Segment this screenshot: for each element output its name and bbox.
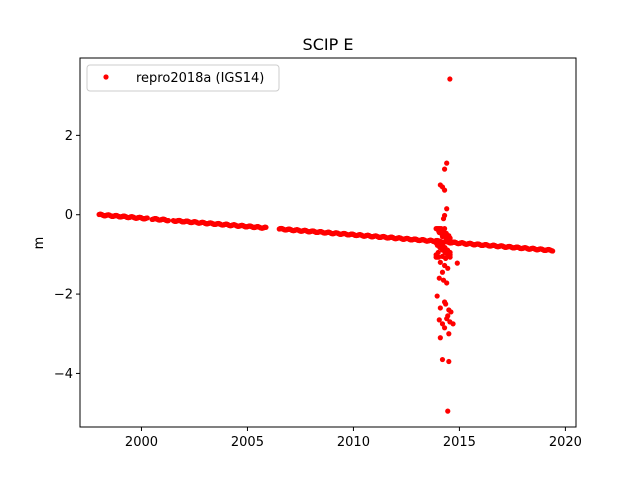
data-point [444,237,450,244]
data-point [436,229,442,236]
x-tick-label: 2005 [231,435,264,450]
data-point [440,216,447,222]
data-point [441,245,448,252]
x-tick-label: 2020 [549,435,582,450]
data-point [439,269,446,275]
legend: repro2018a (IGS14) [86,64,280,92]
data-point [444,280,450,286]
data-point [447,249,453,256]
data-point [436,275,442,281]
y-axis: −4 −2 0 2 [54,129,80,382]
x-tick-label: 2010 [337,435,370,450]
data-point [435,249,441,256]
legend-label: repro2018a (IGS14) [136,71,264,86]
data-point [437,305,443,311]
data-points [96,76,556,414]
data-point [446,233,452,239]
data-point [165,217,172,224]
data-point [443,255,449,261]
data-point [439,356,446,363]
data-point [445,265,451,271]
data-point [550,248,556,254]
data-point [263,224,269,230]
data-point [446,331,452,337]
data-point [144,215,150,221]
data-point [439,233,446,240]
data-point [439,184,446,190]
data-point [450,321,456,327]
x-tick-label: 2015 [443,435,476,450]
data-point [441,166,448,172]
data-point [444,160,450,166]
legend-marker [103,74,109,80]
y-axis-label: m [32,237,47,250]
y-tick-label: 0 [65,208,73,223]
data-point [436,317,442,323]
data-point [441,325,448,331]
data-point [444,206,450,212]
y-tick-label: −4 [54,367,73,382]
x-axis: 2000 2005 2010 2015 2020 [125,427,582,450]
data-point [446,358,452,365]
y-tick-label: 2 [65,129,73,144]
data-point [448,309,454,315]
data-point [443,301,449,307]
data-point [447,76,453,82]
chart-title: SCIP E [303,35,354,54]
data-point [454,260,460,266]
data-point [437,335,443,341]
x-tick-label: 2000 [125,435,158,450]
data-point [437,259,443,265]
data-point [439,321,446,327]
legend-box [86,64,280,92]
data-point [445,408,451,414]
data-point [437,241,443,248]
plot-frame [79,57,577,428]
y-tick-label: −2 [54,288,73,303]
data-point [441,226,448,232]
data-point [434,293,440,299]
data-point [444,316,450,322]
